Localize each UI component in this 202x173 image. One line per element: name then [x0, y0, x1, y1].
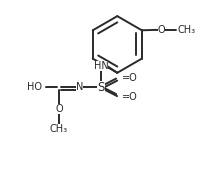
Text: =O: =O — [122, 92, 137, 102]
Text: CH₃: CH₃ — [50, 124, 68, 134]
Text: CH₃: CH₃ — [177, 25, 196, 35]
Text: =O: =O — [122, 73, 137, 83]
Text: O: O — [158, 25, 165, 35]
Text: HO: HO — [27, 82, 42, 92]
Text: O: O — [55, 104, 63, 114]
Text: HN: HN — [94, 61, 108, 71]
Text: N: N — [76, 82, 83, 92]
Text: S: S — [97, 81, 105, 94]
